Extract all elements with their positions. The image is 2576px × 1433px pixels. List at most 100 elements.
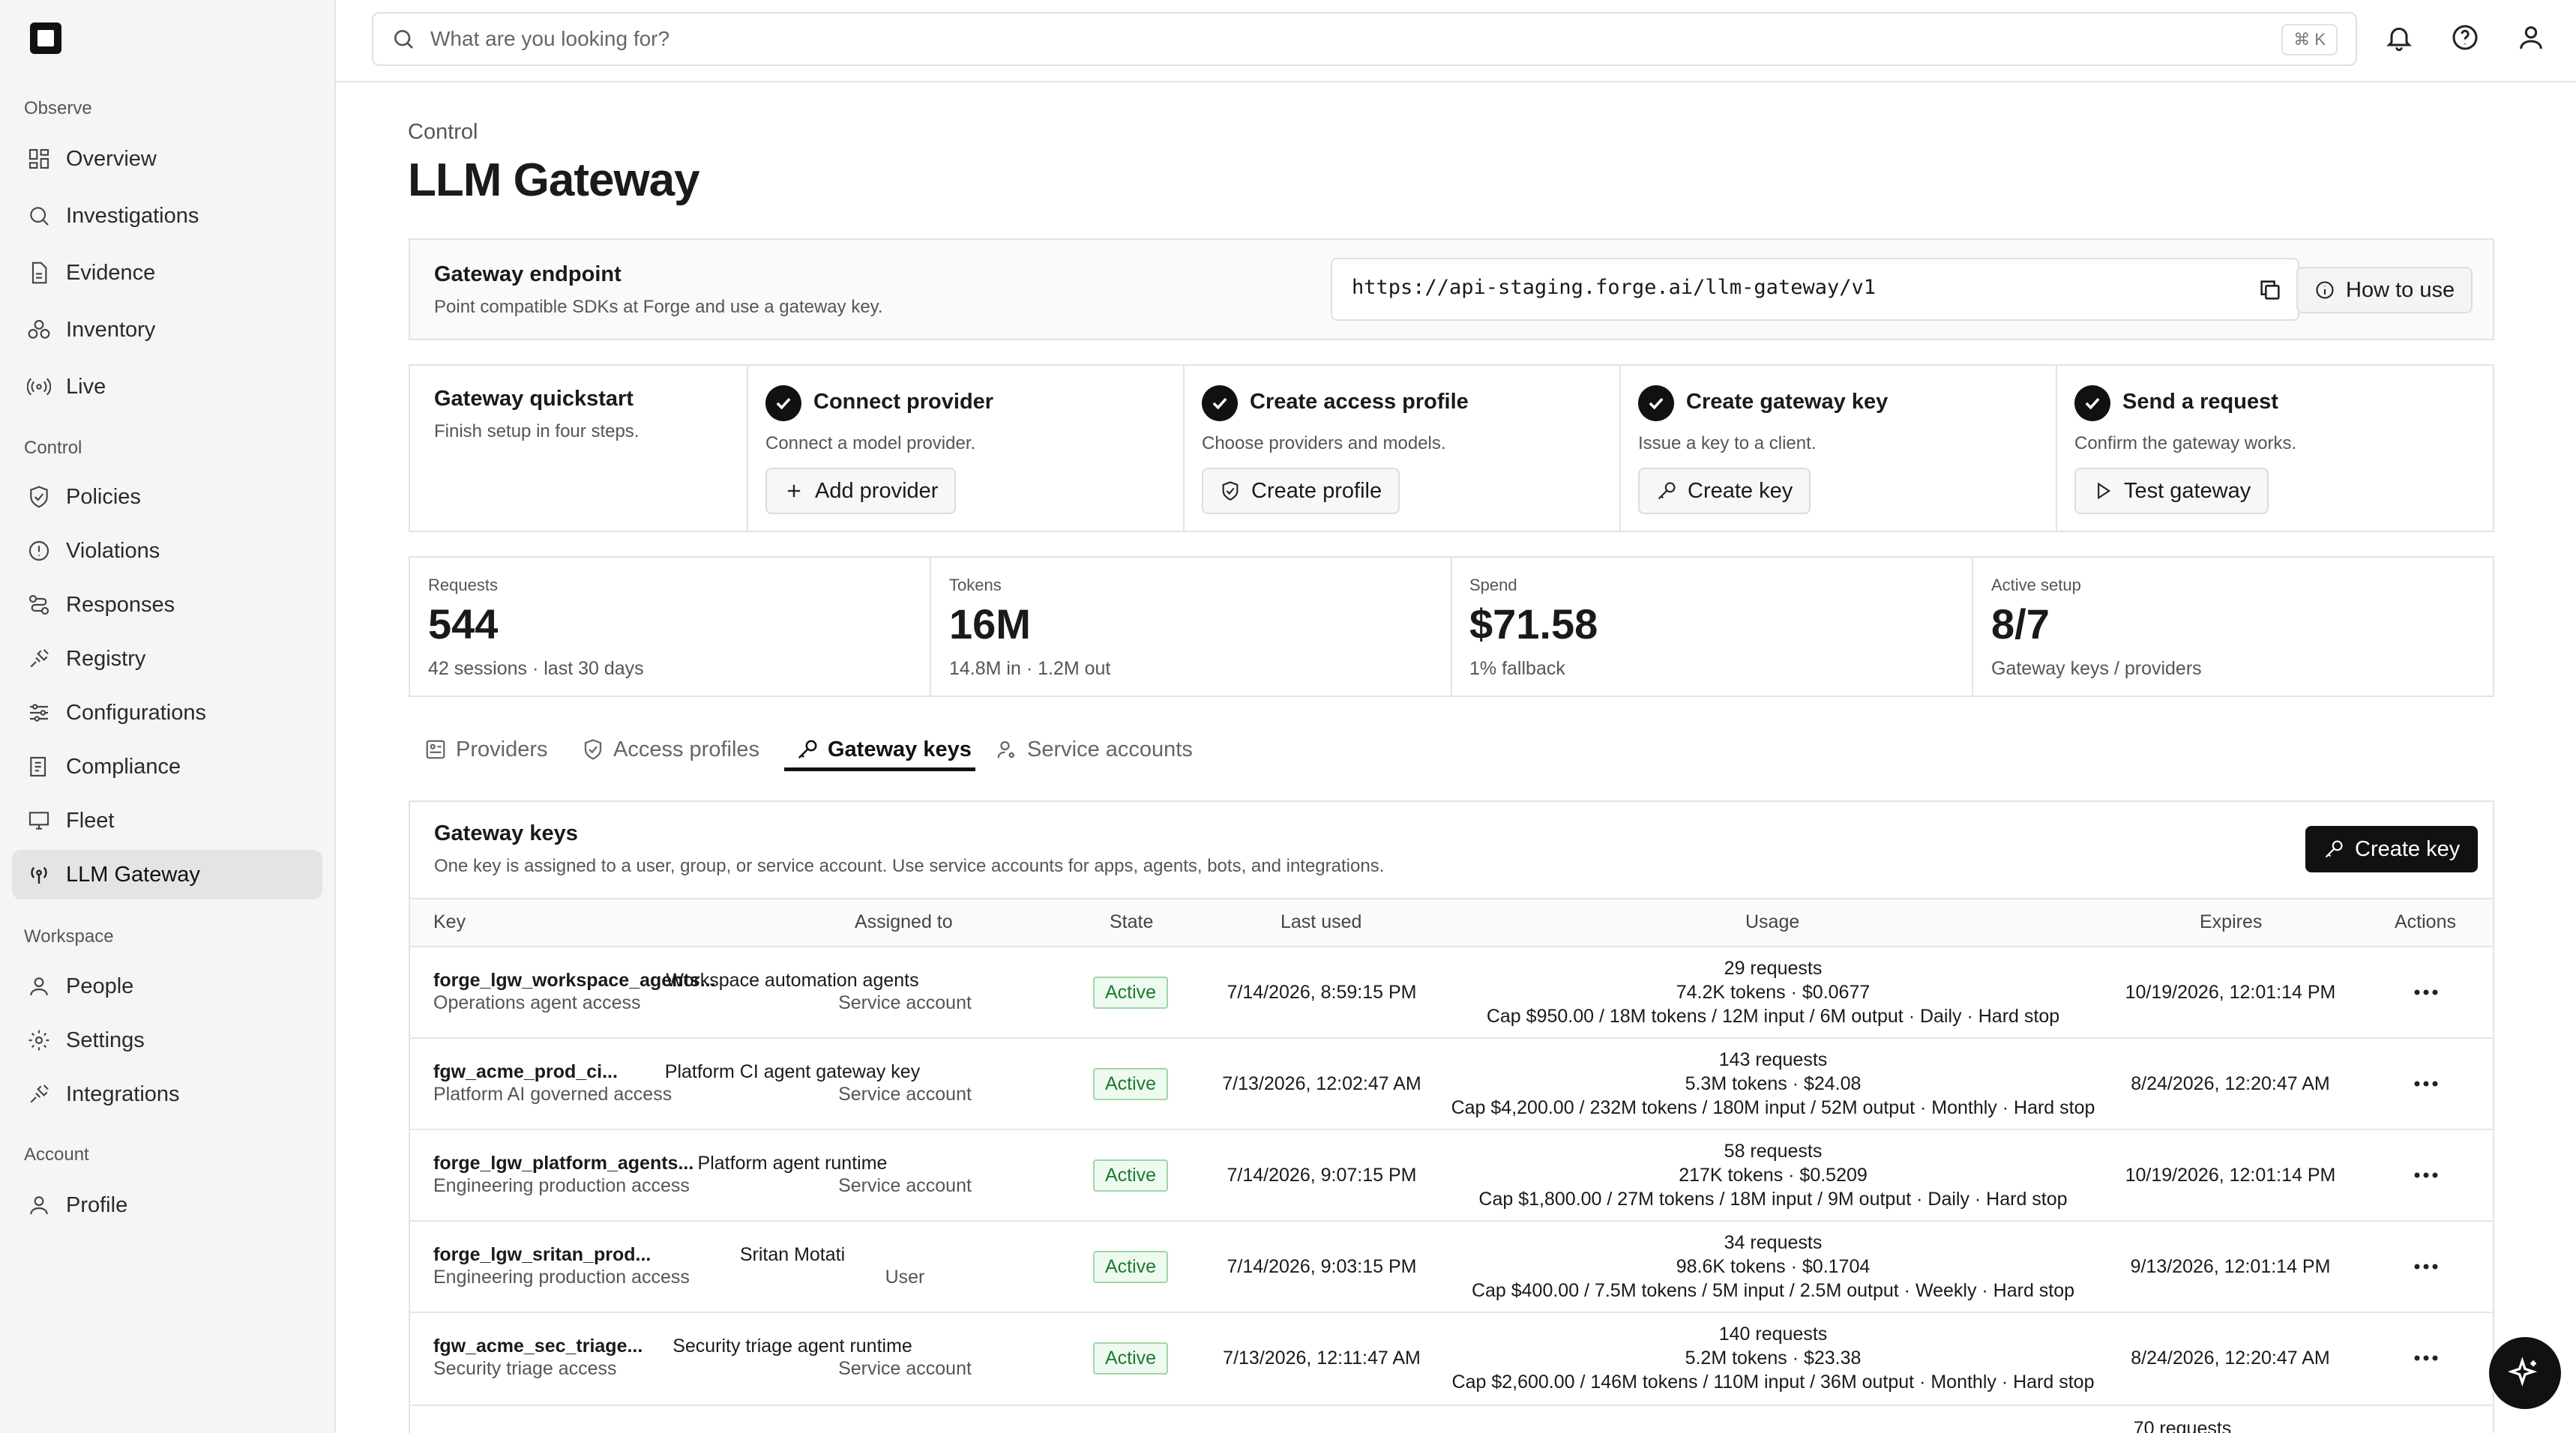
search-input[interactable]: What are you looking for? ⌘ K	[372, 12, 2357, 66]
last-used: 7/13/2026, 12:02:47 AM	[1222, 1073, 1421, 1094]
user-icon	[30, 977, 48, 996]
status-badge: Active	[1093, 977, 1169, 1009]
column-header-key[interactable]: Key	[433, 911, 466, 932]
create-profile-button[interactable]: Create profile	[1202, 468, 1400, 514]
assignee-type: User	[885, 1267, 925, 1288]
step-desc: Choose providers and models.	[1202, 433, 1446, 453]
tab-providers[interactable]: Providers	[424, 727, 548, 772]
sidebar-item-inventory[interactable]: Inventory	[12, 305, 322, 355]
alert-circle-icon	[28, 540, 49, 561]
tab-label: Providers	[456, 737, 548, 761]
usage-requests: 143 requests	[1718, 1049, 1828, 1070]
user-icon	[30, 1196, 48, 1215]
sidebar-section-observe: Observe	[24, 98, 92, 118]
column-header-assigned[interactable]: Assigned to	[855, 911, 953, 932]
sidebar-item-label: LLM Gateway	[66, 862, 200, 887]
expires: 8/24/2026, 12:20:47 AM	[2131, 1348, 2330, 1369]
column-header-actions: Actions	[2395, 911, 2456, 932]
monitor-icon	[28, 812, 49, 830]
table-row[interactable]: 70 requests	[409, 1405, 2494, 1433]
column-header-usage[interactable]: Usage	[1745, 911, 1800, 932]
add-provider-button[interactable]: Add provider	[765, 468, 957, 514]
key-name[interactable]: fgw_acme_sec_triage...	[433, 1336, 643, 1357]
sidebar-item-violations[interactable]: Violations	[12, 526, 322, 576]
table-row[interactable]: forge_lgw_platform_agents... Engineering…	[409, 1129, 2494, 1220]
last-used: 7/14/2026, 9:03:15 PM	[1227, 1256, 1417, 1277]
help-icon[interactable]	[2450, 22, 2480, 52]
column-header-state[interactable]: State	[1110, 911, 1154, 932]
divider	[747, 366, 748, 531]
button-label: Create profile	[1251, 478, 1382, 503]
key-name[interactable]: forge_lgw_sritan_prod...	[433, 1244, 651, 1265]
more-actions-icon[interactable]	[2411, 1168, 2441, 1183]
create-key-button[interactable]: Create key	[2305, 826, 2479, 872]
column-header-last-used[interactable]: Last used	[1281, 911, 1362, 932]
sidebar-item-configurations[interactable]: Configurations	[12, 688, 322, 737]
sidebar-item-label: Responses	[66, 592, 175, 617]
expires: 10/19/2026, 12:01:14 PM	[2125, 982, 2336, 1003]
key-name[interactable]: fgw_acme_prod_ci...	[433, 1061, 618, 1082]
sidebar-item-responses[interactable]: Responses	[12, 580, 322, 630]
table-row[interactable]: forge_lgw_sritan_prod... Engineering pro…	[409, 1220, 2494, 1312]
sidebar-item-people[interactable]: People	[12, 962, 322, 1011]
key-name[interactable]: forge_lgw_platform_agents...	[433, 1153, 694, 1174]
table-row[interactable]: fgw_acme_sec_triage... Security triage a…	[409, 1312, 2494, 1403]
sidebar-item-overview[interactable]: Overview	[12, 134, 322, 184]
expires: 8/24/2026, 12:20:47 AM	[2131, 1073, 2330, 1094]
breadcrumb[interactable]: Control	[408, 120, 478, 144]
check-icon	[1202, 385, 1238, 421]
app-logo[interactable]	[30, 22, 61, 54]
sidebar-item-policies[interactable]: Policies	[12, 472, 322, 522]
sidebar-item-profile[interactable]: Profile	[12, 1180, 322, 1230]
more-actions-icon[interactable]	[2411, 1351, 2441, 1366]
more-actions-icon[interactable]	[2411, 985, 2441, 1000]
tab-gateway-keys[interactable]: Gateway keys	[796, 727, 972, 772]
key-name[interactable]: forge_lgw_workspace_agents...	[433, 970, 716, 991]
usage-requests: 70 requests	[2133, 1418, 2232, 1433]
search-icon	[394, 30, 413, 49]
sidebar-item-registry[interactable]: Registry	[12, 634, 322, 684]
tab-access-profiles[interactable]: Access profiles	[582, 727, 759, 772]
table-row[interactable]: fgw_acme_prod_ci... Platform AI governed…	[409, 1037, 2494, 1129]
last-used: 7/14/2026, 8:59:15 PM	[1227, 982, 1417, 1003]
bell-icon[interactable]	[2384, 22, 2414, 52]
assistant-button[interactable]	[2489, 1337, 2561, 1409]
status-badge: Active	[1093, 1068, 1169, 1100]
sidebar-item-fleet[interactable]: Fleet	[12, 796, 322, 845]
shield-check-icon	[30, 486, 48, 508]
sidebar-item-label: Investigations	[66, 203, 199, 228]
button-label: Create key	[1688, 478, 1793, 503]
sidebar-item-integrations[interactable]: Integrations	[12, 1070, 322, 1119]
route-icon	[28, 594, 49, 615]
sidebar-item-label: Violations	[66, 538, 160, 563]
test-gateway-button[interactable]: Test gateway	[2074, 468, 2269, 514]
create-key-quickstart-button[interactable]: Create key	[1638, 468, 1811, 514]
user-icon[interactable]	[2516, 22, 2546, 52]
grid-icon	[28, 148, 49, 169]
sidebar-item-investigations[interactable]: Investigations	[12, 191, 322, 241]
kpi-label: Tokens	[949, 576, 1002, 594]
how-to-use-button[interactable]: How to use	[2296, 267, 2473, 313]
table-row[interactable]: forge_lgw_workspace_agents... Operations…	[409, 946, 2494, 1037]
tab-service-accounts[interactable]: Service accounts	[996, 727, 1193, 772]
more-actions-icon[interactable]	[2411, 1076, 2441, 1091]
sidebar-item-evidence[interactable]: Evidence	[12, 248, 322, 298]
status-badge: Active	[1093, 1251, 1169, 1283]
sidebar-item-llm-gateway[interactable]: LLM Gateway	[12, 850, 322, 899]
copy-icon[interactable]	[2257, 277, 2283, 303]
endpoint-card: Gateway endpoint Point compatible SDKs a…	[409, 238, 2494, 340]
tab-label: Gateway keys	[828, 737, 972, 761]
assignee-name: Workspace automation agents	[666, 970, 919, 991]
sidebar-item-compliance[interactable]: Compliance	[12, 742, 322, 791]
endpoint-url-field[interactable]: https://api-staging.forge.ai/llm-gateway…	[1331, 258, 2299, 321]
sidebar-item-settings[interactable]: Settings	[12, 1016, 322, 1065]
column-header-expires[interactable]: Expires	[2200, 911, 2263, 932]
step-title: Create access profile	[1250, 390, 1469, 414]
key-profile: Engineering production access	[433, 1267, 690, 1288]
sidebar-item-label: Policies	[66, 484, 141, 509]
step-title: Connect provider	[813, 390, 994, 414]
more-actions-icon[interactable]	[2411, 1259, 2441, 1274]
keys-subtitle: One key is assigned to a user, group, or…	[434, 856, 1385, 876]
sidebar-item-live[interactable]: Live	[12, 362, 322, 411]
